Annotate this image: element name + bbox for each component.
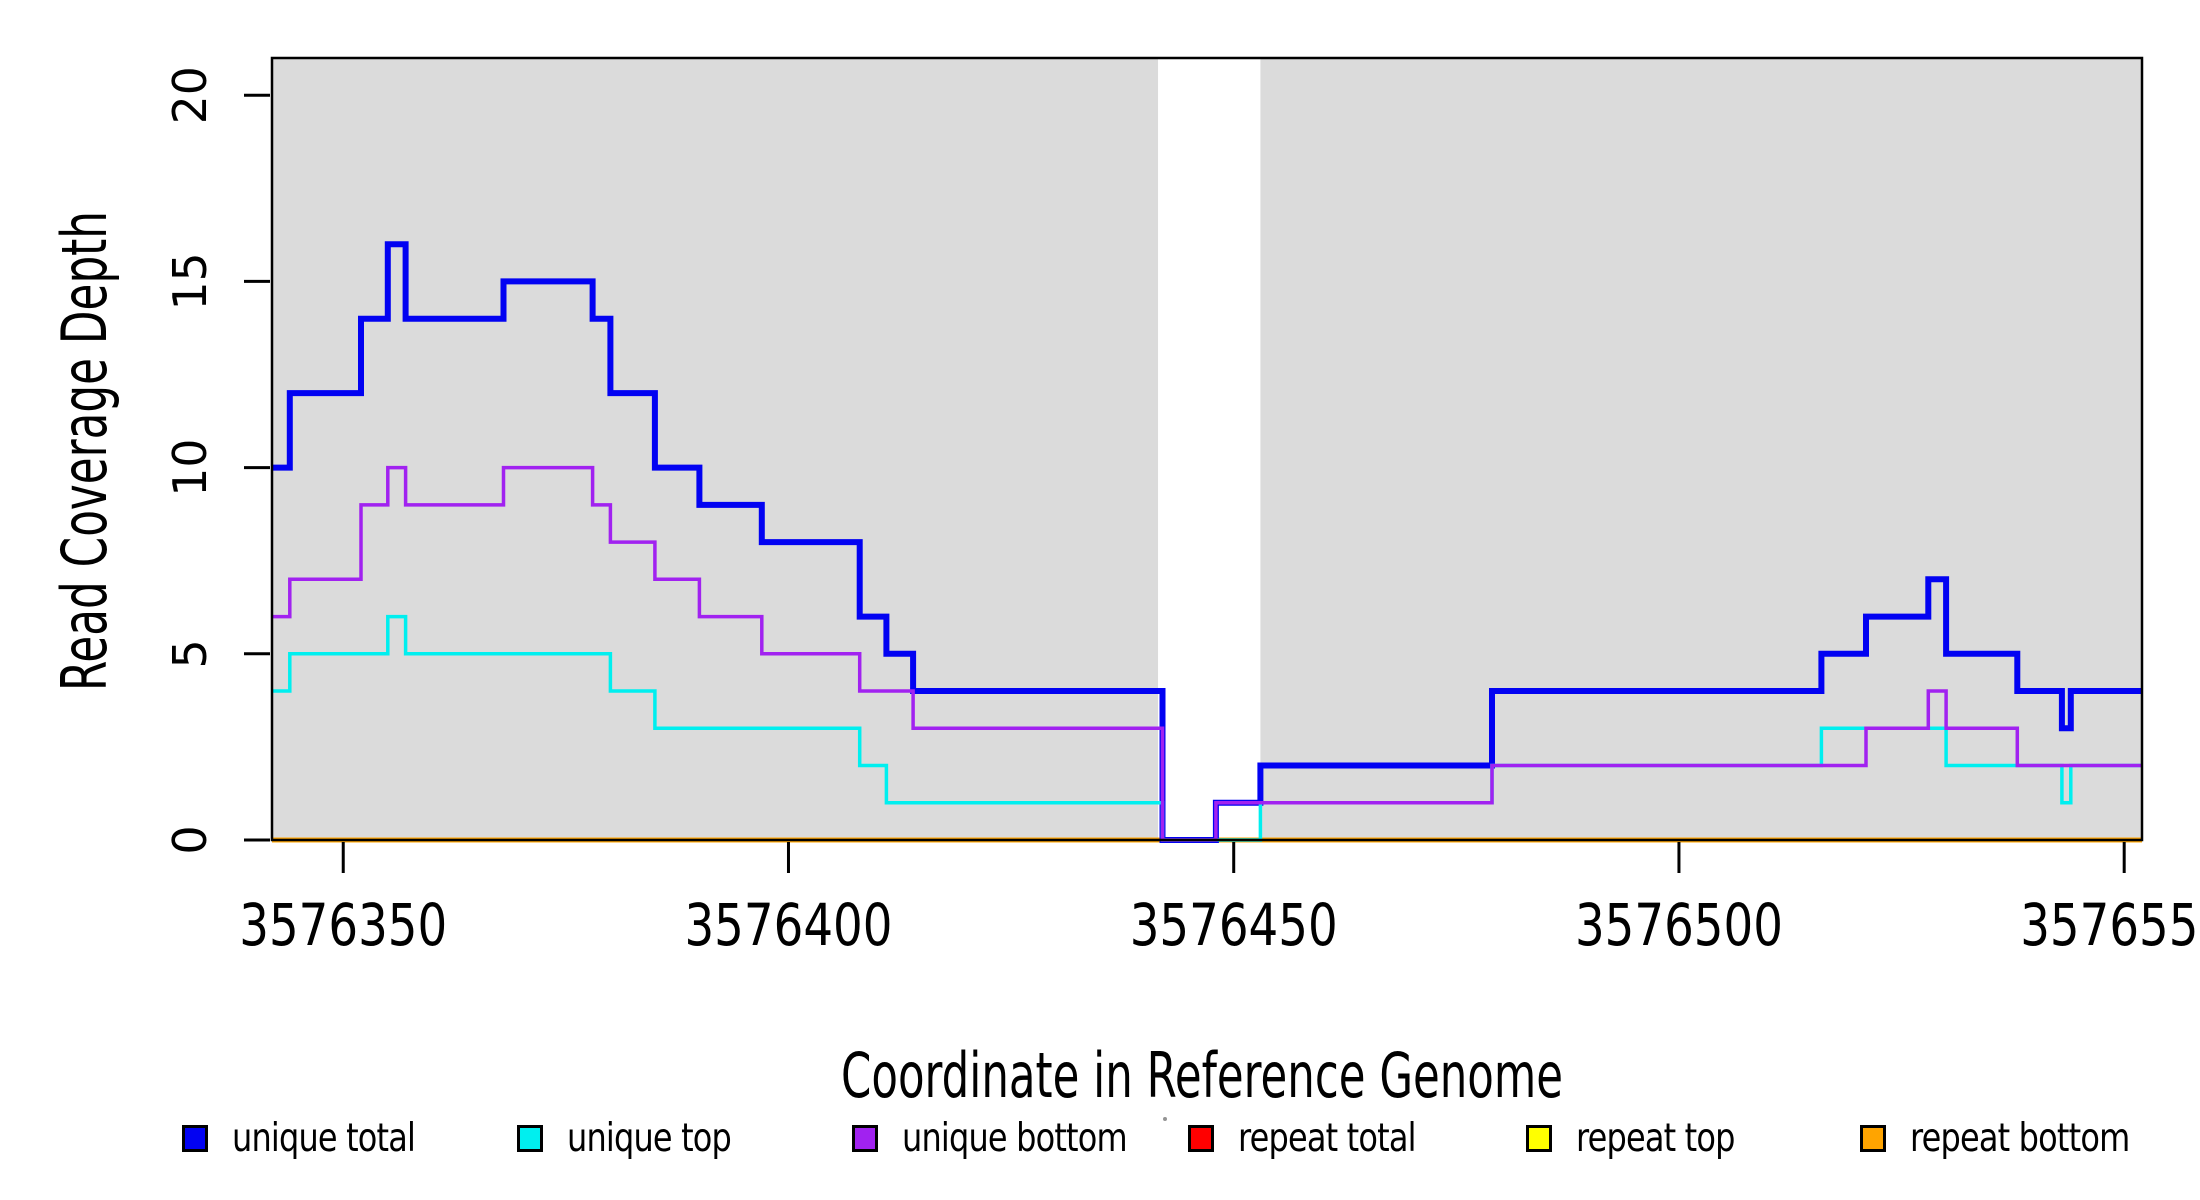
x-tick-label: 3576400	[684, 891, 892, 959]
shaded-regions	[272, 58, 2142, 840]
series-unique-top	[272, 614, 2142, 842]
y-tick-label: 5	[163, 639, 217, 668]
y-tick-label: 20	[163, 66, 217, 124]
shaded-region	[1260, 58, 2142, 840]
plot-border	[270, 56, 2144, 842]
y-tick-label: 15	[163, 252, 217, 310]
axis-ticks	[244, 93, 2126, 873]
series-unique-bottom	[272, 465, 2142, 842]
shaded-region	[272, 58, 1159, 840]
x-axis-title: Coordinate in Reference Genome	[841, 1039, 1563, 1112]
series-unique-total	[272, 241, 2142, 843]
y-tick-label: 10	[163, 439, 217, 497]
y-axis-title: Read Coverage Depth	[48, 211, 121, 691]
stray-dot-artifact	[1163, 1117, 1167, 1121]
y-tick-label: 0	[163, 825, 217, 854]
x-tick-label: 3576450	[1130, 891, 1338, 959]
x-tick-label: 3576500	[1575, 891, 1783, 959]
x-tick-label: 3576350	[239, 891, 447, 959]
